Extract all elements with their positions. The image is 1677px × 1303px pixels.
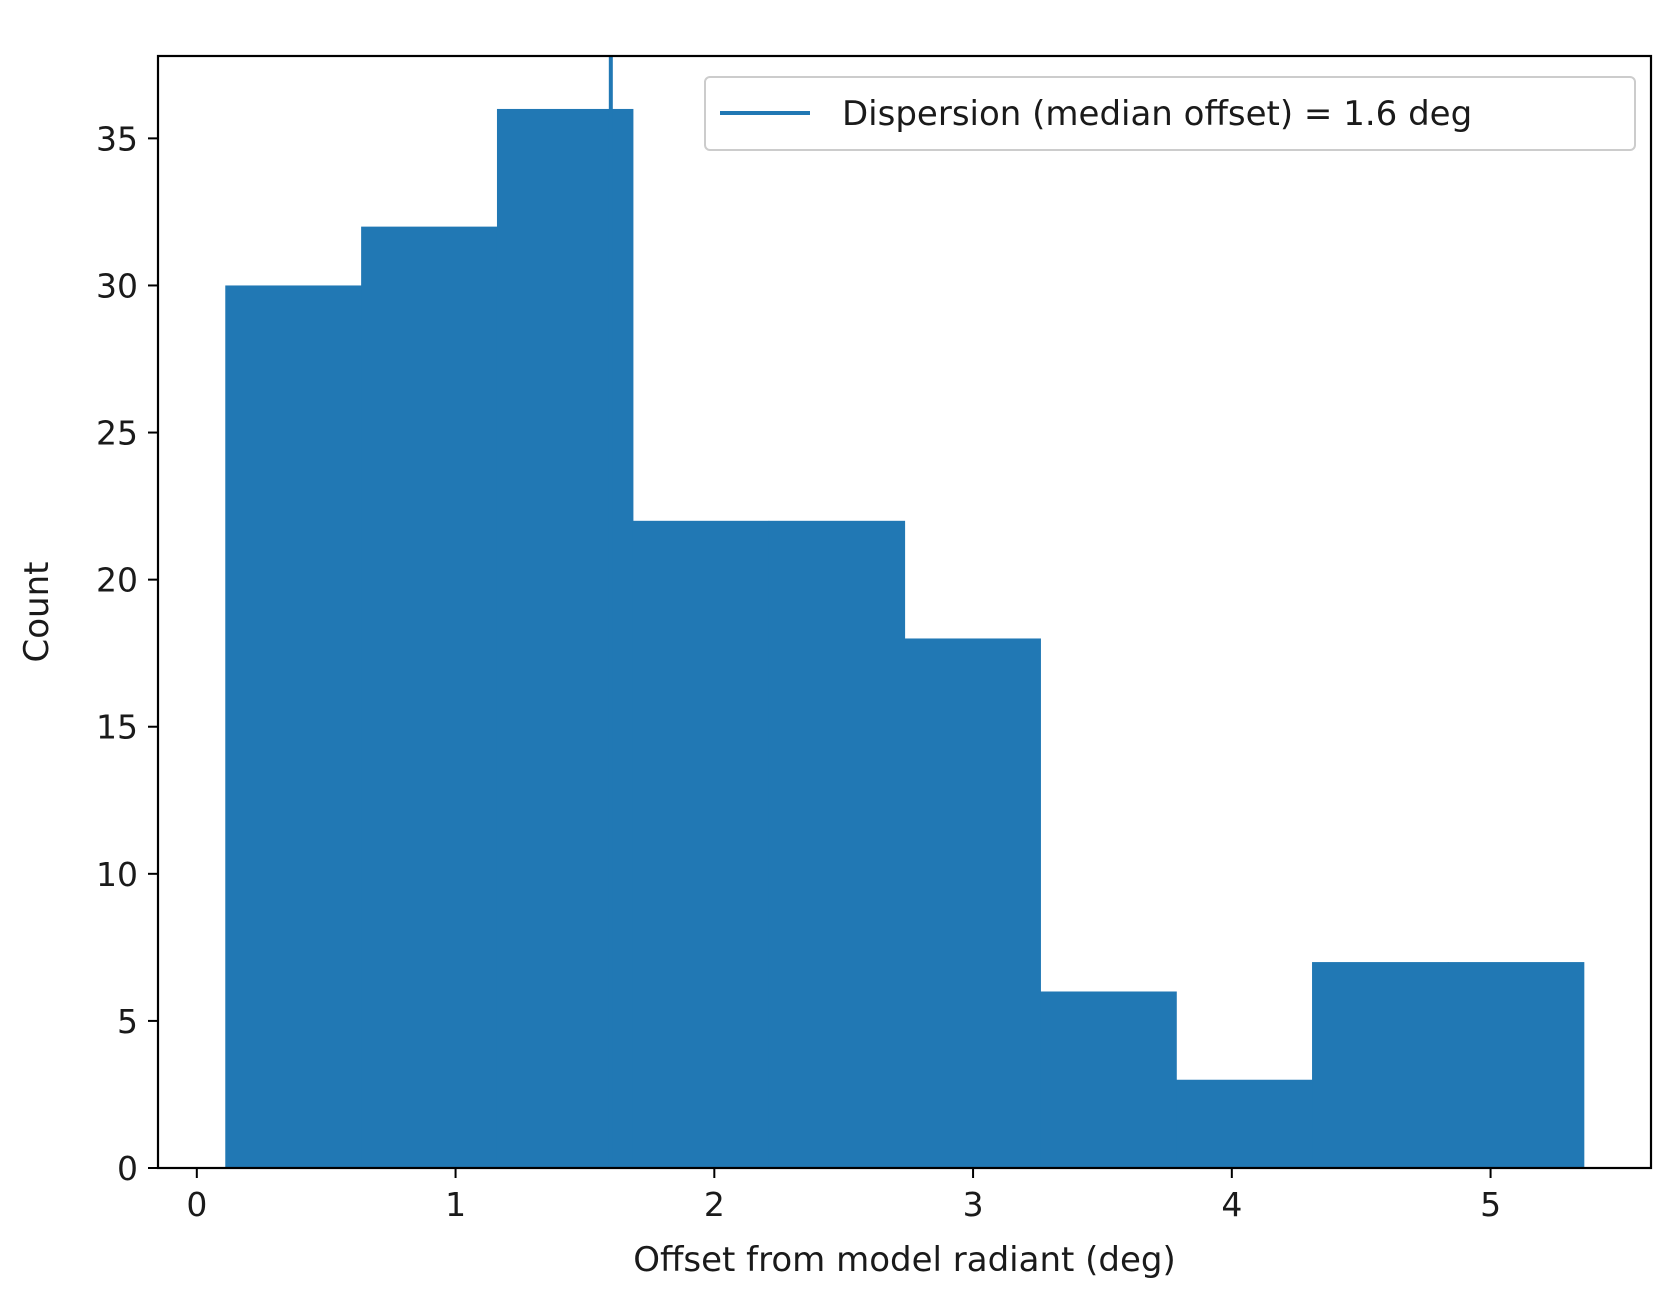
y-tick-label: 0 [117, 1149, 138, 1188]
x-tick-label: 4 [1221, 1185, 1242, 1224]
y-axis-label: Count [17, 562, 57, 663]
histogram-bar [1040, 991, 1177, 1168]
legend-box [704, 76, 1636, 151]
histogram-bar [904, 638, 1041, 1168]
histogram-bar [361, 226, 498, 1169]
y-tick-label: 10 [96, 855, 138, 894]
y-tick-label: 5 [117, 1002, 138, 1041]
histogram-bar [1447, 962, 1585, 1168]
histogram-bar [768, 520, 906, 1168]
y-tick-label: 35 [96, 119, 138, 158]
legend: Dispersion (median offset) = 1.6 deg [704, 76, 1636, 151]
x-tick-label: 5 [1480, 1185, 1501, 1224]
histogram-bar [632, 520, 770, 1168]
y-tick-label: 20 [96, 561, 138, 600]
histogram-bar [225, 285, 362, 1168]
histogram-bar [1312, 962, 1449, 1168]
x-tick-label: 1 [445, 1185, 466, 1224]
y-tick-label: 25 [96, 414, 138, 453]
x-tick-label: 0 [186, 1185, 207, 1224]
y-tick-label: 30 [96, 266, 138, 305]
histogram-bar [1176, 1079, 1313, 1168]
y-tick-label: 15 [96, 708, 138, 747]
histogram-bar [496, 108, 634, 1168]
plot-frame [156, 54, 1653, 1170]
x-tick-label: 2 [704, 1185, 725, 1224]
y-axis-ticks: 0 5 10 15 20 25 30 35 [96, 119, 158, 1188]
x-tick-label: 3 [963, 1185, 984, 1224]
x-axis-label: Offset from model radiant (deg) [633, 1240, 1176, 1280]
legend-label: Dispersion (median offset) = 1.6 deg [842, 94, 1472, 134]
x-axis-ticks: 0 1 2 3 4 5 [186, 1168, 1501, 1224]
